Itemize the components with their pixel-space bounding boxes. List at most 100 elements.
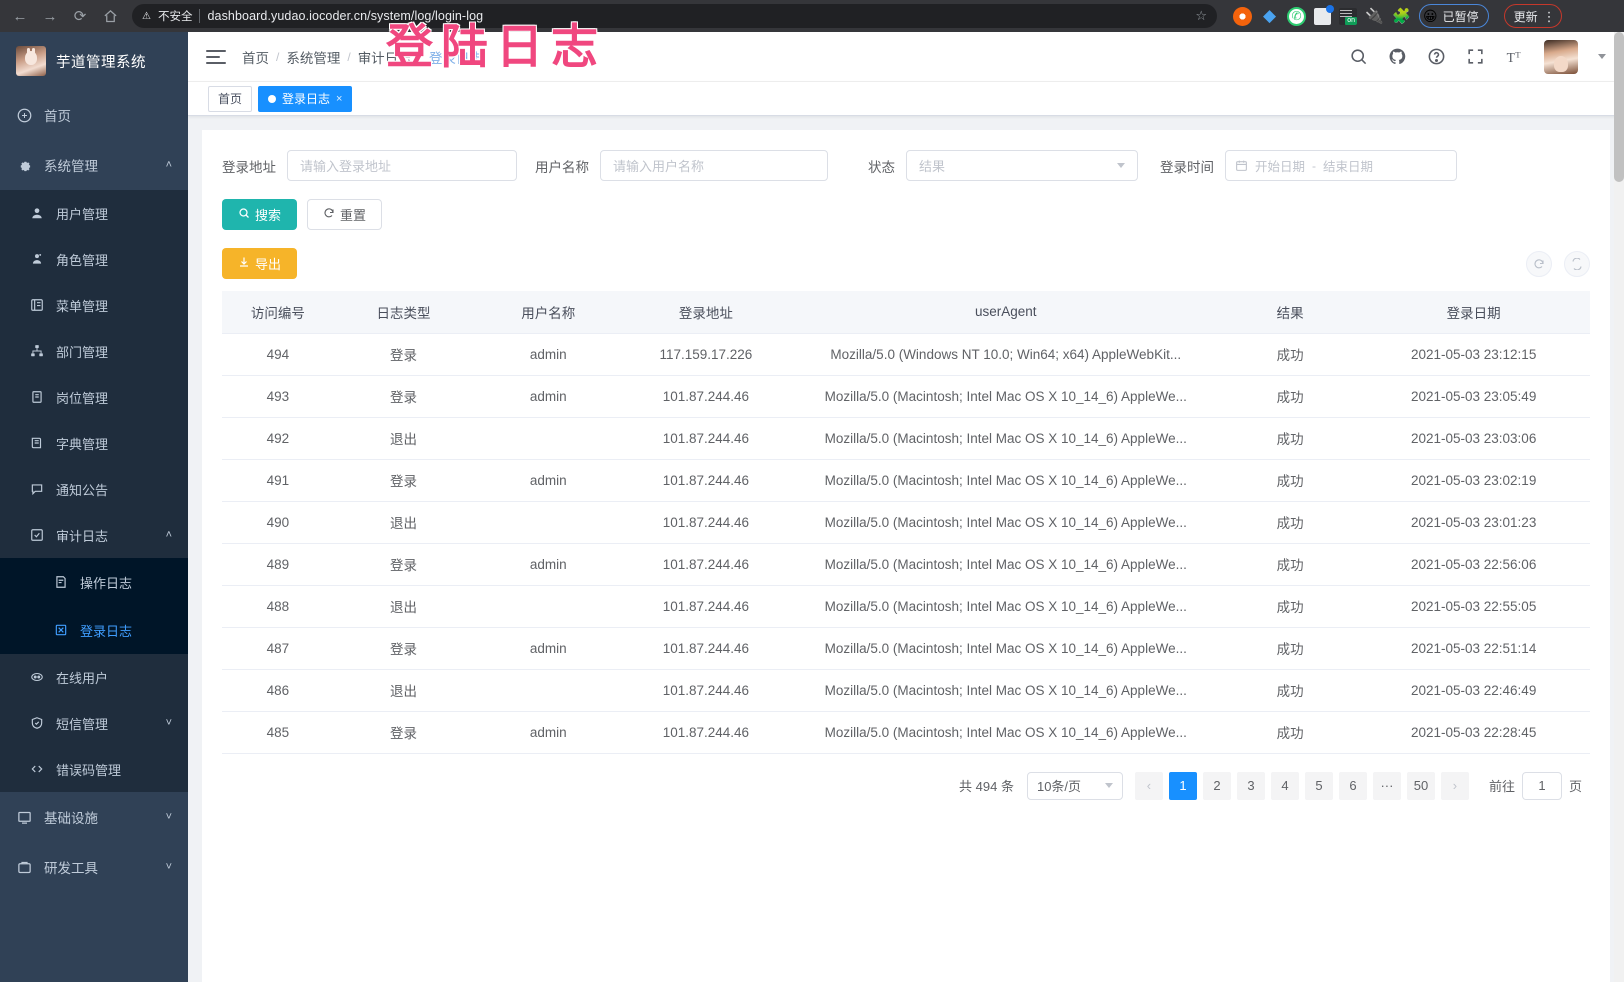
sidebar-item-dictionary-management[interactable]: 字典管理 <box>0 420 188 466</box>
paused-status-chip[interactable]: 😀 已暂停 <box>1419 4 1489 28</box>
username-input[interactable]: 请输入用户名称 <box>600 150 828 181</box>
columns-settings-icon[interactable] <box>1564 250 1590 277</box>
pagination-page-6[interactable]: 6 <box>1338 771 1367 800</box>
sidebar-item-department-management[interactable]: 部门管理 <box>0 328 188 374</box>
sidebar-item-operation-log[interactable]: 操作日志 <box>0 558 188 606</box>
login-time-range-picker[interactable]: 开始日期 - 结束日期 <box>1225 150 1457 181</box>
svg-text:T: T <box>1515 49 1521 59</box>
sidebar-item-infrastructure[interactable]: 基础设施 ˅ <box>0 792 188 842</box>
extension-onoff-icon[interactable] <box>1339 7 1357 25</box>
extension-wechat-icon[interactable]: ✆ <box>1287 6 1306 26</box>
home-icon[interactable] <box>96 2 124 30</box>
sidebar-item-system[interactable]: 系统管理 ˄ <box>0 140 188 190</box>
github-icon[interactable] <box>1388 47 1407 66</box>
pagination-page-5[interactable]: 5 <box>1304 771 1333 800</box>
hamburger-icon[interactable] <box>206 49 226 65</box>
close-icon[interactable]: × <box>336 92 343 105</box>
table-row[interactable]: 491 登录 admin 101.87.244.46 Mozilla/5.0 (Maci… <box>222 459 1590 502</box>
sidebar-item-menu-management[interactable]: 菜单管理 <box>0 282 188 328</box>
kebab-menu-icon[interactable]: ⋮ <box>1542 8 1556 24</box>
status-select[interactable]: 结果 <box>906 150 1138 181</box>
sidebar-item-label: 审计日志 <box>56 528 109 544</box>
sidebar-item-user-management[interactable]: 用户管理 <box>0 190 188 236</box>
tag-login-log[interactable]: 登录日志 × <box>258 85 353 112</box>
breadcrumb-item-system[interactable]: 系统管理 <box>286 50 341 66</box>
table-row[interactable]: 485 登录 admin 101.87.244.46 Mozilla/5.0 (Maci… <box>222 711 1590 754</box>
pagination-prev[interactable]: ‹ <box>1134 771 1163 800</box>
table-row[interactable]: 488 退出 101.87.244.46 Mozilla/5.0 (Macintosh… <box>222 585 1590 628</box>
sidebar-item-error-code-management[interactable]: 错误码管理 <box>0 746 188 792</box>
pagination-next[interactable]: › <box>1440 771 1469 800</box>
sidebar-item-dev-tools[interactable]: 研发工具 ˅ <box>0 842 188 892</box>
sidebar-item-audit-log[interactable]: 审计日志 ˄ <box>0 512 188 558</box>
breadcrumb-item-home[interactable]: 首页 <box>242 50 269 66</box>
scrollbar-thumb[interactable] <box>1614 32 1624 182</box>
column-header-username[interactable]: 用户名称 <box>473 291 624 334</box>
table-row[interactable]: 494 登录 admin 117.159.17.226 Mozilla/5.0 (Win… <box>222 333 1590 376</box>
pagination-page-2[interactable]: 2 <box>1202 771 1231 800</box>
sidebar-item-post-management[interactable]: 岗位管理 <box>0 374 188 420</box>
sidebar-item-home[interactable]: 首页 <box>0 90 188 140</box>
table-row[interactable]: 490 退出 101.87.244.46 Mozilla/5.0 (Macintosh… <box>222 501 1590 544</box>
table-row[interactable]: 486 退出 101.87.244.46 Mozilla/5.0 (Macintosh… <box>222 669 1590 712</box>
sidebar-item-notice[interactable]: 通知公告 <box>0 466 188 512</box>
reload-icon[interactable]: ⟳ <box>73 8 87 25</box>
star-icon[interactable]: ☆ <box>1195 8 1207 23</box>
cell-result: 成功 <box>1222 459 1358 502</box>
page-size-select[interactable]: 10条/页 <box>1026 771 1123 800</box>
sidebar-item-sms-management[interactable]: 短信管理 ˅ <box>0 700 188 746</box>
column-header-address[interactable]: 登录地址 <box>623 291 789 334</box>
update-button[interactable]: 更新 ⋮ <box>1503 4 1562 28</box>
sidebar-item-label: 部门管理 <box>56 344 109 360</box>
forward-arrow-icon[interactable]: → <box>42 7 58 25</box>
chevron-down-icon[interactable] <box>1598 54 1606 59</box>
cell-date: 2021-05-03 22:28:45 <box>1357 711 1590 754</box>
table-row[interactable]: 489 登录 admin 101.87.244.46 Mozilla/5.0 (Maci… <box>222 543 1590 586</box>
jump-prefix-label: 前往 <box>1488 779 1515 794</box>
sidebar-item-label: 错误码管理 <box>56 762 122 778</box>
search-button[interactable]: 搜索 <box>222 199 298 230</box>
jump-suffix-label: 页 <box>1568 779 1582 794</box>
help-icon[interactable] <box>1427 47 1446 66</box>
sidebar-item-online-users[interactable]: 在线用户 <box>0 654 188 700</box>
department-icon <box>28 344 45 358</box>
fullscreen-icon[interactable] <box>1466 47 1485 66</box>
sidebar-item-role-management[interactable]: 角色管理 <box>0 236 188 282</box>
column-header-date[interactable]: 登录日期 <box>1357 291 1590 334</box>
table-row[interactable]: 487 登录 admin 101.87.244.46 Mozilla/5.0 (Maci… <box>222 627 1590 670</box>
address-bar[interactable]: ⚠ 不安全 dashboard.yudao.iocoder.cn/system/… <box>132 4 1217 28</box>
extension-translate-icon[interactable] <box>1314 4 1334 25</box>
breadcrumb-separator: / <box>418 49 423 64</box>
extension-diamond-icon[interactable]: ◆ <box>1262 6 1277 25</box>
pagination-page-1[interactable]: 1 <box>1168 771 1197 800</box>
refresh-circle-icon[interactable] <box>1526 250 1552 277</box>
pagination-page-3[interactable]: 3 <box>1236 771 1265 800</box>
login-address-input[interactable]: 请输入登录地址 <box>287 150 517 181</box>
back-arrow-icon[interactable]: ← <box>12 7 28 25</box>
jump-page-input[interactable]: 1 <box>1521 771 1562 800</box>
extension-plug-icon[interactable]: 🔌 <box>1365 8 1384 25</box>
breadcrumb-item-audit[interactable]: 审计日志 <box>357 50 412 66</box>
search-icon[interactable] <box>1349 47 1368 66</box>
column-header-result[interactable]: 结果 <box>1222 291 1358 334</box>
pagination-page-4[interactable]: 4 <box>1270 771 1299 800</box>
extension-orange-icon[interactable] <box>1233 6 1252 26</box>
column-header-log-type[interactable]: 日志类型 <box>333 291 474 334</box>
column-header-id[interactable]: 访问编号 <box>222 291 334 334</box>
table-row[interactable]: 492 退出 101.87.244.46 Mozilla/5.0 (Macintosh… <box>222 417 1590 460</box>
column-header-useragent[interactable]: userAgent <box>788 291 1223 334</box>
cell-address: 101.87.244.46 <box>623 501 789 544</box>
table-row[interactable]: 493 登录 admin 101.87.244.46 Mozilla/5.0 (Maci… <box>222 375 1590 418</box>
sidebar-item-login-log[interactable]: 登录日志 <box>0 606 188 654</box>
tag-home[interactable]: 首页 <box>208 85 253 112</box>
cell-useragent: Mozilla/5.0 (Macintosh; Intel Mac OS X 1… <box>788 543 1223 586</box>
pagination-ellipsis[interactable]: ··· <box>1372 771 1401 800</box>
reset-button[interactable]: 重置 <box>307 199 383 230</box>
sidebar-logo[interactable]: 芋道管理系统 <box>0 32 188 90</box>
export-button[interactable]: 导出 <box>222 248 298 279</box>
extensions-puzzle-icon[interactable]: 🧩 <box>1392 8 1411 25</box>
page-scrollbar[interactable] <box>1614 32 1624 982</box>
pagination-page-50[interactable]: 50 <box>1406 771 1435 800</box>
avatar[interactable] <box>1544 39 1578 74</box>
